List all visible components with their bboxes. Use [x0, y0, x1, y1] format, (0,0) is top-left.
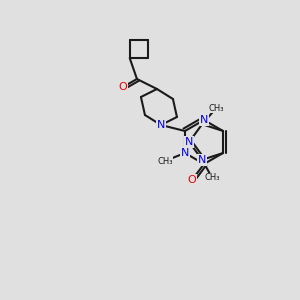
- Text: O: O: [118, 82, 127, 92]
- Text: N: N: [200, 115, 208, 125]
- Text: N: N: [198, 155, 206, 165]
- Text: CH₃: CH₃: [208, 104, 224, 113]
- Text: N: N: [185, 137, 194, 147]
- Text: CH₃: CH₃: [157, 157, 173, 166]
- Text: N: N: [181, 148, 189, 158]
- Text: CH₃: CH₃: [204, 173, 220, 182]
- Text: N: N: [157, 120, 165, 130]
- Text: O: O: [188, 175, 196, 185]
